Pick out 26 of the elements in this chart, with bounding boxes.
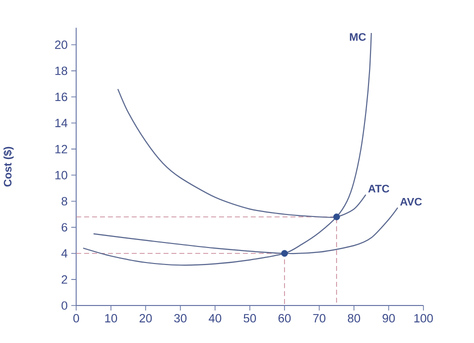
x-tick-label: 70	[313, 314, 326, 322]
y-tick-label: 16	[55, 92, 68, 101]
x-tick-label: 0	[73, 314, 80, 322]
y-tick-label: 0	[62, 301, 68, 310]
x-tick-label: 100	[414, 314, 433, 322]
x-tick-label: 90	[382, 314, 395, 322]
y-tick-label: 2	[62, 275, 68, 284]
series-label: AVC	[400, 198, 422, 206]
y-tick-label: 20	[55, 40, 68, 49]
x-tick-label: 10	[105, 314, 118, 322]
x-tick-label: 50	[244, 314, 256, 322]
y-tick-label: 18	[55, 66, 68, 75]
x-tick-label: 40	[208, 314, 222, 322]
y-tick-label: 10	[55, 170, 68, 180]
x-tick-label: 60	[278, 314, 291, 322]
y-tick-label: 6	[62, 222, 68, 232]
y-tick-label: 14	[55, 118, 68, 127]
x-tick-label: 30	[174, 314, 187, 322]
x-tick-label: 80	[348, 314, 360, 322]
y-axis-title: Cost ($)	[3, 146, 14, 186]
x-tick-label: 20	[140, 314, 152, 322]
series-label: ATC	[368, 184, 390, 192]
series-label: MC	[350, 33, 366, 41]
y-tick-label: 4	[61, 249, 68, 258]
y-tick-label: 8	[62, 196, 68, 206]
y-tick-label: 12	[55, 144, 68, 154]
